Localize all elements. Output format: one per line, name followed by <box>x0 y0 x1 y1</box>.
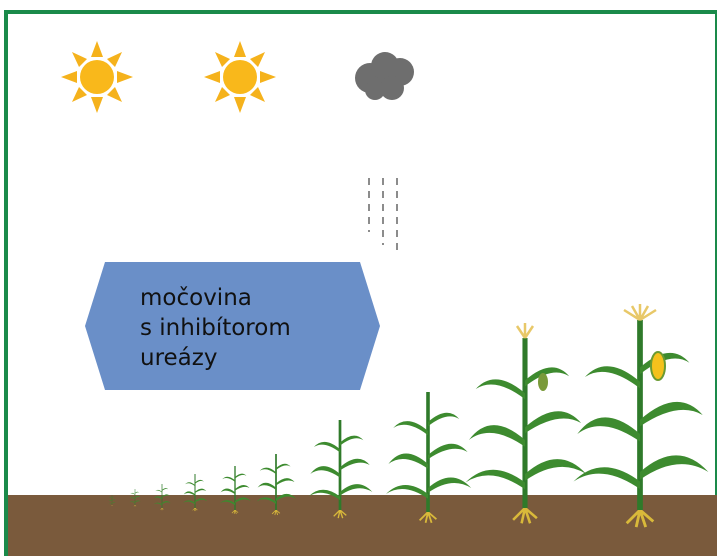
label-box <box>85 262 380 390</box>
ear <box>538 373 548 391</box>
label-line: s inhibítorom <box>140 315 291 341</box>
label-line: ureázy <box>140 345 217 371</box>
tassel <box>515 304 657 339</box>
corn-cob <box>650 351 666 381</box>
label-line: močovina <box>140 285 252 311</box>
cloud <box>355 52 414 100</box>
soil <box>8 495 717 556</box>
rain <box>368 178 398 254</box>
